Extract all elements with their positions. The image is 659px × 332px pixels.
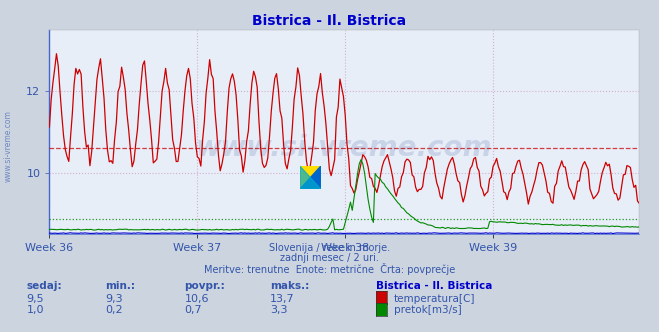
Text: Bistrica - Il. Bistrica: Bistrica - Il. Bistrica bbox=[376, 281, 492, 290]
Text: Bistrica - Il. Bistrica: Bistrica - Il. Bistrica bbox=[252, 14, 407, 28]
Text: temperatura[C]: temperatura[C] bbox=[394, 294, 476, 304]
Text: zadnji mesec / 2 uri.: zadnji mesec / 2 uri. bbox=[280, 253, 379, 263]
Text: sedaj:: sedaj: bbox=[26, 281, 62, 290]
Text: pretok[m3/s]: pretok[m3/s] bbox=[394, 305, 462, 315]
Text: 1,0: 1,0 bbox=[26, 305, 44, 315]
Text: 3,3: 3,3 bbox=[270, 305, 288, 315]
Text: Slovenija / reke in morje.: Slovenija / reke in morje. bbox=[269, 243, 390, 253]
Text: maks.:: maks.: bbox=[270, 281, 310, 290]
Text: 9,5: 9,5 bbox=[26, 294, 44, 304]
Text: 0,2: 0,2 bbox=[105, 305, 123, 315]
Polygon shape bbox=[300, 166, 321, 189]
Text: 0,7: 0,7 bbox=[185, 305, 202, 315]
Polygon shape bbox=[300, 166, 321, 189]
Text: 10,6: 10,6 bbox=[185, 294, 209, 304]
Polygon shape bbox=[300, 166, 321, 189]
Text: Meritve: trenutne  Enote: metrične  Črta: povprečje: Meritve: trenutne Enote: metrične Črta: … bbox=[204, 263, 455, 275]
Text: 9,3: 9,3 bbox=[105, 294, 123, 304]
Text: 13,7: 13,7 bbox=[270, 294, 295, 304]
Text: www.si-vreme.com: www.si-vreme.com bbox=[3, 110, 13, 182]
Text: min.:: min.: bbox=[105, 281, 136, 290]
Text: www.si-vreme.com: www.si-vreme.com bbox=[196, 134, 492, 162]
Text: povpr.:: povpr.: bbox=[185, 281, 225, 290]
